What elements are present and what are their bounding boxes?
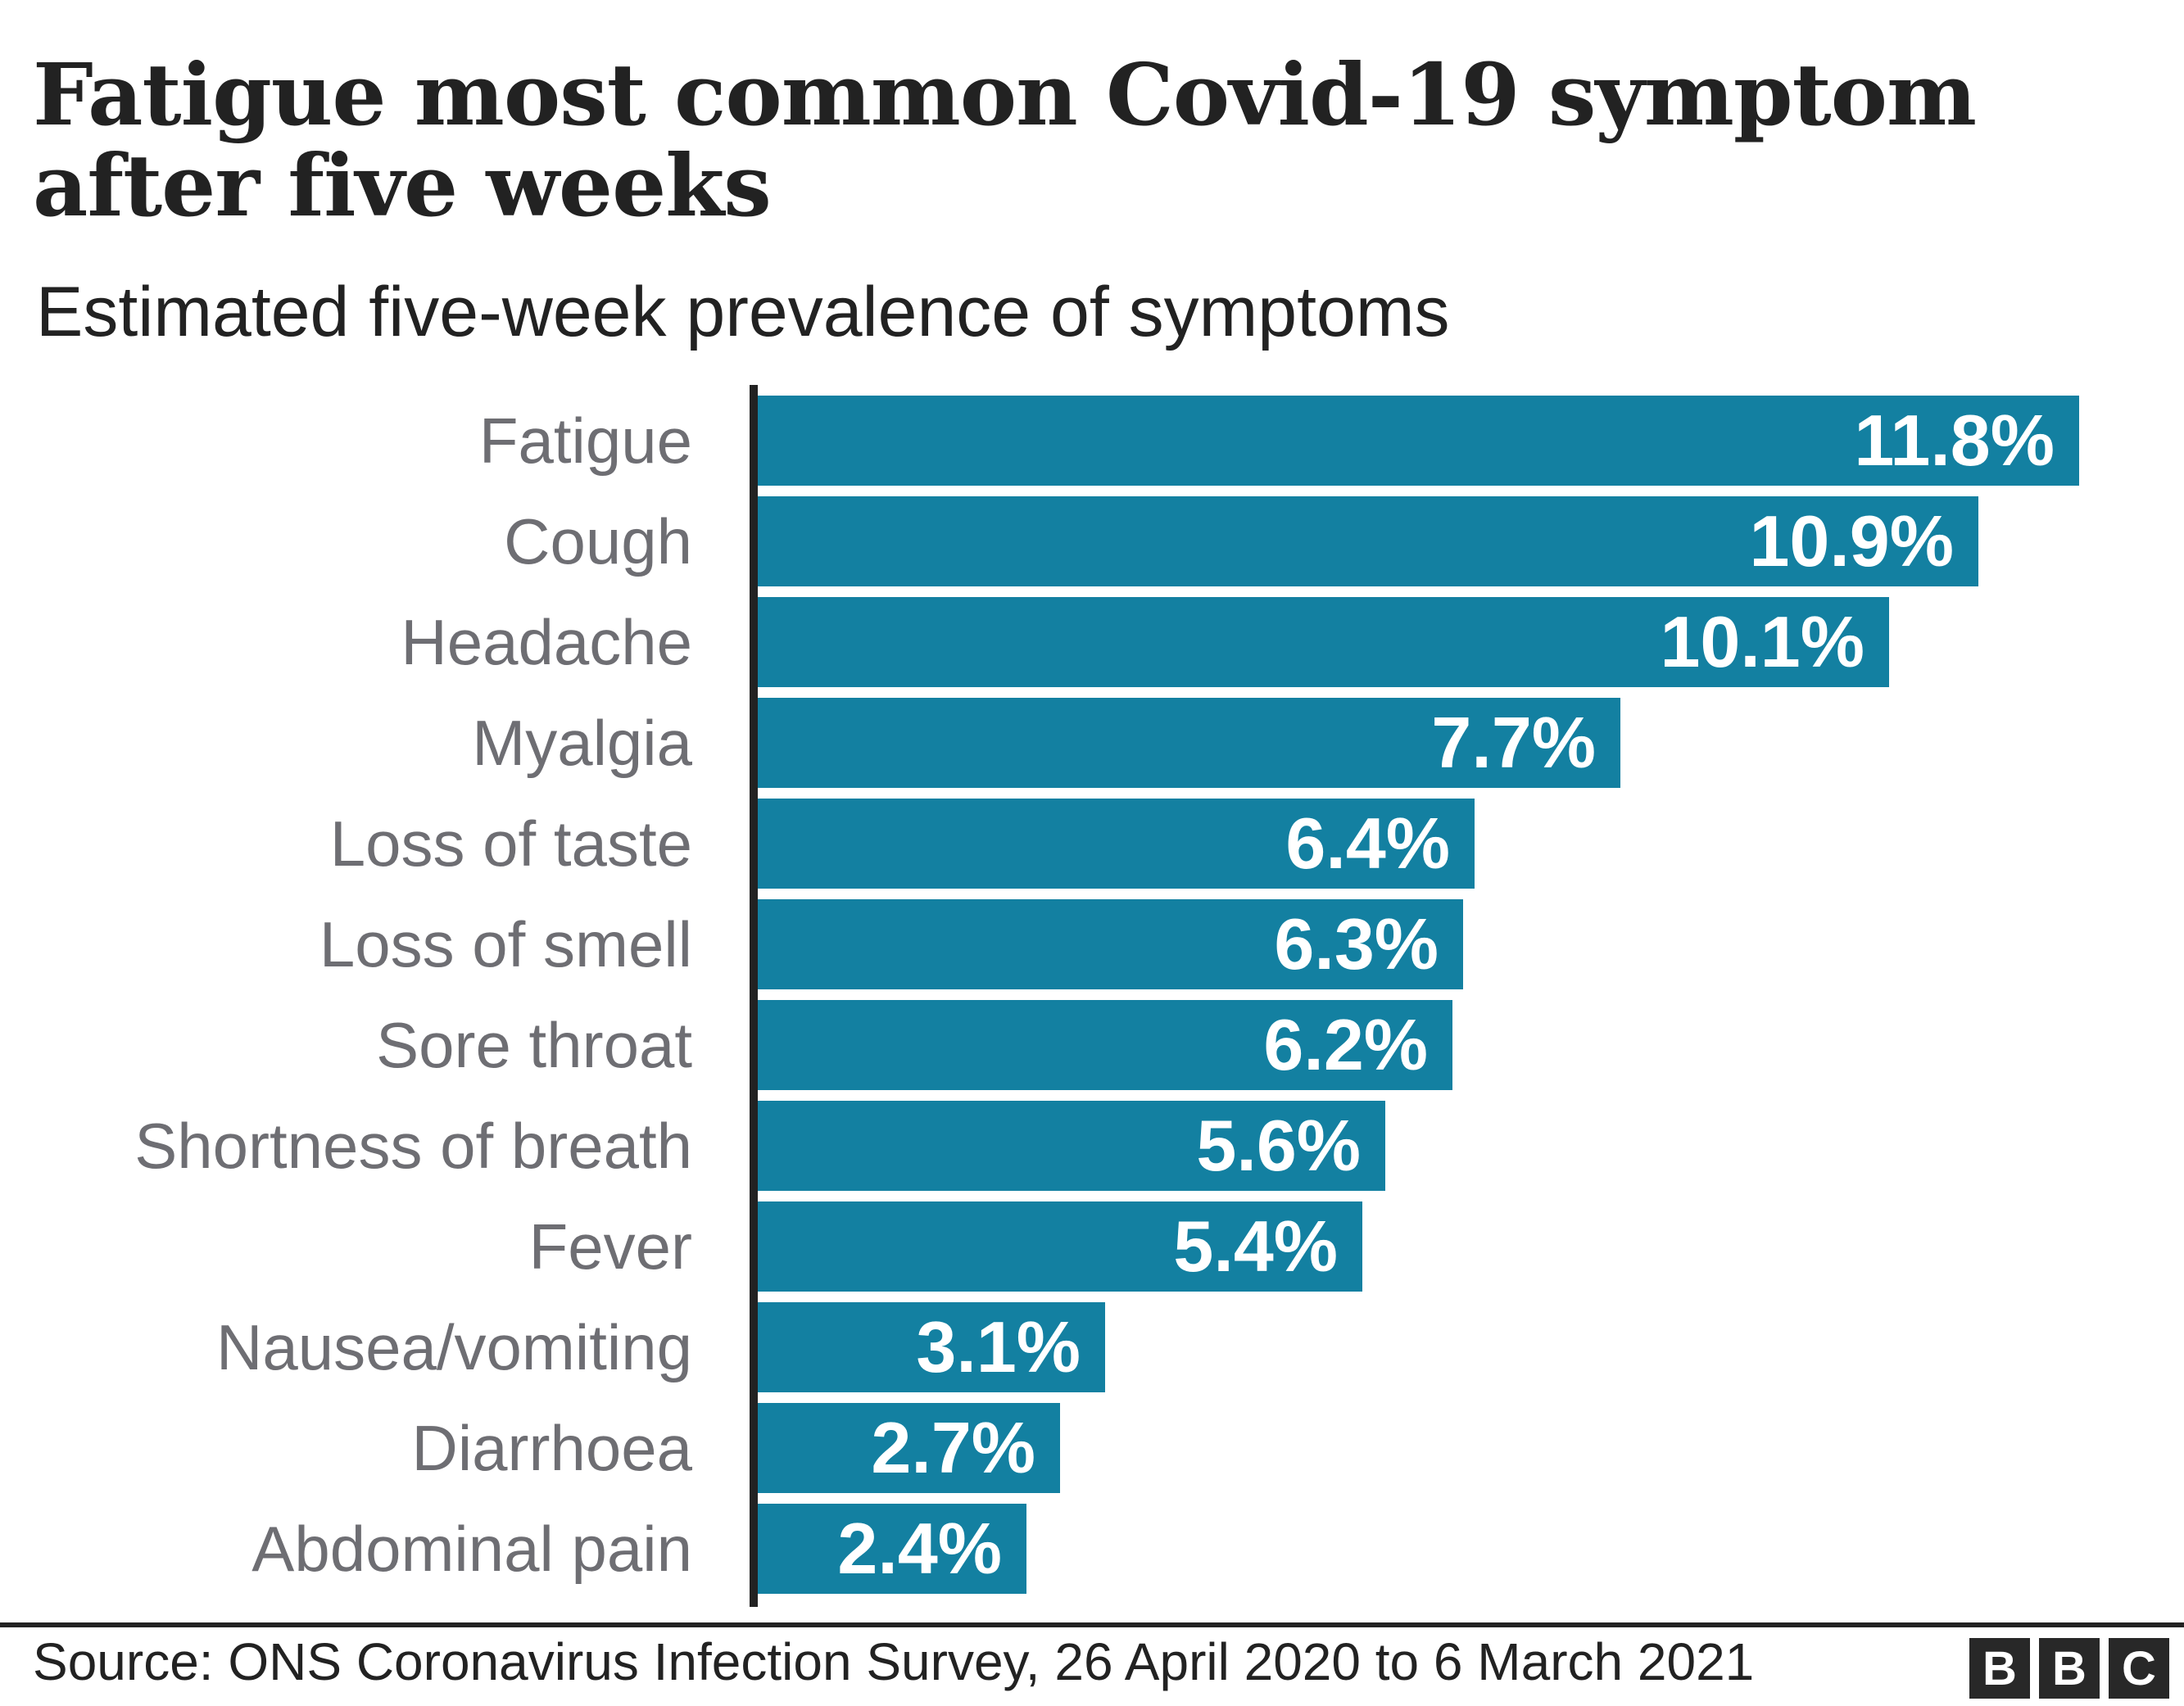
bar: 6.4% <box>758 799 1475 889</box>
value-label: 2.7% <box>871 1407 1035 1488</box>
bar-chart: Fatigue 11.8% Cough 10.9% Headache 10.1%… <box>0 385 2184 1607</box>
bar: 7.7% <box>758 698 1620 788</box>
category-label: Nausea/vomiting <box>216 1311 692 1383</box>
page-title: Fatigue most common Covid-19 symptom aft… <box>33 49 2097 232</box>
footer-divider <box>0 1622 2184 1627</box>
value-label: 11.8% <box>1854 400 2055 481</box>
value-label: 5.4% <box>1173 1206 1338 1287</box>
category-label: Myalgia <box>472 707 692 779</box>
source-text: Source: ONS Coronavirus Infection Survey… <box>33 1632 1755 1691</box>
bbc-logo-letter: B <box>2039 1638 2100 1699</box>
value-label: 6.4% <box>1285 803 1450 884</box>
category-label: Fever <box>528 1210 692 1283</box>
bar-row: Loss of taste 6.4% <box>0 799 2184 889</box>
y-axis-line <box>750 385 758 1607</box>
bbc-logo-letter: B <box>1969 1638 2030 1699</box>
value-label: 6.2% <box>1263 1004 1428 1085</box>
value-label: 2.4% <box>837 1508 1002 1589</box>
bar-row: Fatigue 11.8% <box>0 396 2184 486</box>
bar-row: Loss of smell 6.3% <box>0 899 2184 989</box>
bar-row: Cough 10.9% <box>0 496 2184 586</box>
category-label: Cough <box>504 505 692 577</box>
bar: 3.1% <box>758 1302 1105 1392</box>
bar-row: Diarrhoea 2.7% <box>0 1403 2184 1493</box>
value-label: 6.3% <box>1274 903 1439 984</box>
value-label: 7.7% <box>1431 702 1596 783</box>
bar: 2.4% <box>758 1504 1026 1594</box>
bar-row: Headache 10.1% <box>0 597 2184 687</box>
bar-row: Sore throat 6.2% <box>0 1000 2184 1090</box>
category-label: Abdominal pain <box>251 1513 692 1585</box>
category-label: Diarrhoea <box>411 1412 692 1484</box>
value-label: 5.6% <box>1196 1105 1361 1186</box>
category-label: Fatigue <box>478 405 692 477</box>
bar: 5.6% <box>758 1101 1385 1191</box>
bar: 6.3% <box>758 899 1463 989</box>
bar-row: Myalgia 7.7% <box>0 698 2184 788</box>
bar: 11.8% <box>758 396 2079 486</box>
bar-row: Fever 5.4% <box>0 1201 2184 1292</box>
bbc-logo-letter: C <box>2109 1638 2169 1699</box>
title-line-2: after five weeks <box>33 135 772 237</box>
category-label: Shortness of breath <box>134 1110 692 1182</box>
bar: 6.2% <box>758 1000 1452 1090</box>
value-label: 10.9% <box>1749 500 1954 581</box>
category-label: Loss of smell <box>319 908 692 980</box>
chart-subtitle: Estimated five-week prevalence of sympto… <box>36 273 1450 351</box>
bar-row: Abdominal pain 2.4% <box>0 1504 2184 1594</box>
bar: 2.7% <box>758 1403 1060 1493</box>
category-label: Loss of taste <box>329 808 692 880</box>
category-label: Sore throat <box>376 1009 692 1081</box>
bar-row: Nausea/vomiting 3.1% <box>0 1302 2184 1392</box>
bar: 10.9% <box>758 496 1978 586</box>
title-line-1: Fatigue most common Covid-19 symptom <box>33 44 1977 145</box>
bar: 10.1% <box>758 597 1889 687</box>
value-label: 10.1% <box>1660 601 1865 682</box>
bar-row: Shortness of breath 5.6% <box>0 1101 2184 1191</box>
bar-rows: Fatigue 11.8% Cough 10.9% Headache 10.1%… <box>0 396 2184 1604</box>
category-label: Headache <box>401 606 692 678</box>
value-label: 3.1% <box>916 1306 1081 1387</box>
bar: 5.4% <box>758 1201 1362 1292</box>
